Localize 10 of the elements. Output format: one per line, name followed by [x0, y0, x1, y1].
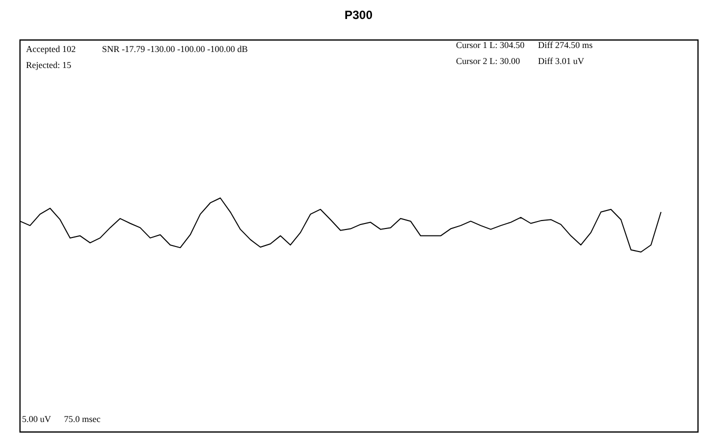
text: 75.0 msec	[64, 414, 100, 424]
text: Accepted 102	[26, 44, 76, 54]
text: SNR -17.79 -130.00 -100.00 -100.00 dB	[102, 44, 248, 54]
text: Diff 274.50 ms	[538, 40, 593, 50]
text: Cursor 2 L: 30.00	[456, 56, 520, 66]
text: Rejected: 15	[26, 60, 72, 70]
text: 5.00 uV	[22, 414, 51, 424]
text: Diff 3.01 uV	[538, 56, 584, 66]
chart-title: P300	[343, 8, 374, 22]
text: Cursor 1 L: 304.50	[456, 40, 524, 50]
